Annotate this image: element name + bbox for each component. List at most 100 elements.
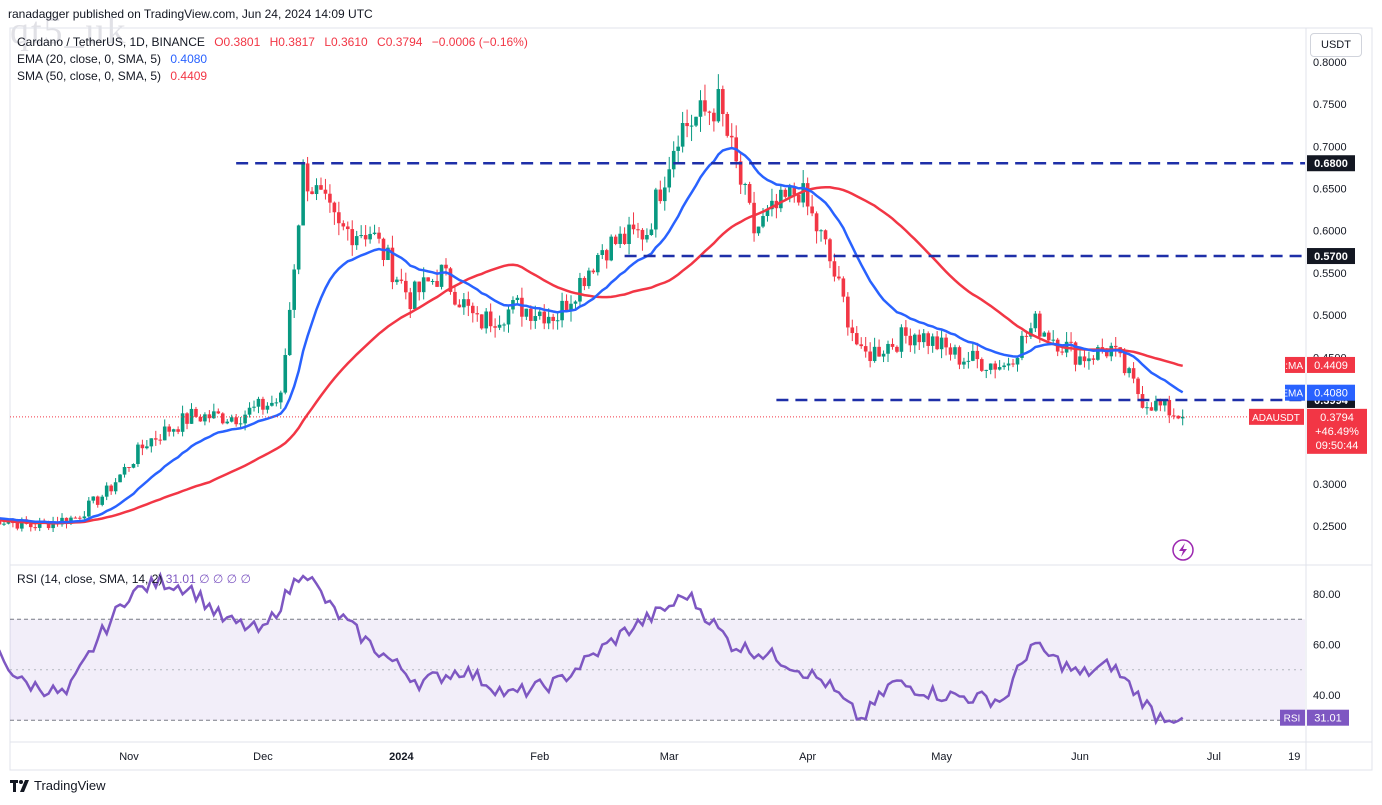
time-tick-label: 19 bbox=[1288, 751, 1300, 763]
level-price-tag bbox=[1307, 155, 1355, 172]
candle-body bbox=[372, 232, 377, 234]
candle-body bbox=[287, 309, 292, 356]
candle-body bbox=[310, 191, 314, 195]
candle-body bbox=[578, 277, 582, 302]
candle-body bbox=[823, 230, 828, 240]
candle-body bbox=[109, 485, 113, 492]
rsi-legend[interactable]: RSI (14, close, SMA, 14, 2) 31.01 ∅ ∅ ∅ … bbox=[17, 572, 251, 586]
candle-body bbox=[529, 308, 533, 321]
rsi-line[interactable] bbox=[0, 571, 1184, 726]
ohlc-change: −0.0006 (−0.16%) bbox=[431, 35, 528, 49]
time-tick-label: Dec bbox=[253, 751, 273, 763]
candle-body bbox=[537, 311, 542, 317]
candle-body bbox=[283, 355, 288, 393]
price-tick-label: 0.8000 bbox=[1313, 57, 1347, 69]
candle-body bbox=[140, 444, 145, 449]
candle-body bbox=[1158, 400, 1163, 406]
candle-body bbox=[573, 301, 578, 304]
ohlc-close: C0.3794 bbox=[377, 35, 423, 49]
candle-body bbox=[743, 184, 747, 186]
candle-body bbox=[466, 299, 471, 306]
candle-body bbox=[314, 185, 319, 195]
candle-body bbox=[100, 496, 105, 505]
candle-body bbox=[1136, 378, 1140, 395]
candle-body bbox=[805, 183, 810, 207]
candle-body bbox=[863, 346, 868, 352]
lightning-bolt-icon bbox=[1179, 543, 1187, 557]
ema-value: 0.4080 bbox=[170, 52, 208, 66]
candle-body bbox=[1145, 407, 1149, 409]
candle-body bbox=[1082, 356, 1087, 362]
candle-body bbox=[846, 296, 850, 328]
level-price-label: 0.5700 bbox=[1314, 251, 1348, 263]
overlay-value-label: 0.4409 bbox=[1314, 360, 1348, 372]
candle-body bbox=[582, 277, 587, 287]
candle-body bbox=[261, 398, 265, 410]
time-tick-label: 2024 bbox=[389, 751, 414, 763]
candle-body bbox=[73, 517, 78, 519]
candle-body bbox=[439, 264, 444, 287]
candle-body bbox=[153, 438, 158, 440]
candle-body bbox=[926, 333, 930, 346]
candle-body bbox=[828, 239, 832, 262]
candle-body bbox=[662, 187, 667, 202]
candle-body bbox=[332, 202, 337, 213]
candle-body bbox=[1176, 415, 1181, 419]
candle-body bbox=[698, 100, 703, 117]
candle-body bbox=[131, 464, 136, 468]
candle-body bbox=[654, 189, 658, 230]
candle-body bbox=[658, 189, 663, 202]
candle-body bbox=[707, 111, 712, 113]
candle-body bbox=[1033, 313, 1038, 329]
candle-body bbox=[881, 353, 886, 357]
candle-body bbox=[930, 336, 935, 346]
candle-body bbox=[475, 313, 480, 315]
candle-body bbox=[1002, 365, 1006, 368]
candle-body bbox=[37, 520, 42, 528]
rsi-band bbox=[10, 619, 1305, 721]
candle-body bbox=[265, 405, 270, 410]
candle-body bbox=[694, 116, 698, 126]
candle-body bbox=[2, 523, 6, 525]
candle-body bbox=[533, 316, 538, 321]
candle-body bbox=[1113, 345, 1118, 348]
symbol-tag-label: ADAUSDT bbox=[1252, 413, 1300, 424]
symbol-legend[interactable]: Cardano / TetherUS, 1D, BINANCE O0.3801 … bbox=[17, 35, 534, 49]
candle-body bbox=[520, 297, 524, 317]
candle-body bbox=[609, 236, 613, 261]
time-tick-label: Apr bbox=[799, 751, 816, 763]
candle-body bbox=[761, 216, 765, 227]
tradingview-logo[interactable]: TradingView bbox=[10, 778, 106, 793]
candle-body bbox=[613, 236, 618, 244]
candle-body bbox=[28, 523, 33, 528]
candle-body bbox=[180, 413, 185, 432]
price-tick-label: 0.7000 bbox=[1313, 141, 1347, 153]
candle-body bbox=[738, 161, 743, 185]
currency-button[interactable]: USDT bbox=[1310, 33, 1362, 57]
candle-body bbox=[1020, 335, 1024, 358]
candle-body bbox=[444, 264, 448, 269]
candle-body bbox=[600, 250, 605, 255]
sma-line[interactable] bbox=[0, 186, 1183, 525]
candle-body bbox=[395, 279, 399, 283]
candle-body bbox=[765, 209, 770, 217]
candle-body bbox=[783, 189, 788, 197]
candle-body bbox=[1011, 363, 1015, 365]
candle-body bbox=[497, 324, 502, 328]
ema-legend[interactable]: EMA (20, close, 0, SMA, 5) 0.4080 bbox=[17, 52, 213, 66]
candle-body bbox=[676, 146, 680, 151]
candle-body bbox=[430, 280, 435, 282]
candle-body bbox=[890, 343, 895, 347]
candle-body bbox=[555, 320, 560, 322]
candle-body bbox=[524, 308, 529, 317]
candle-body bbox=[1163, 399, 1167, 406]
candle-body bbox=[859, 344, 864, 347]
candle-body bbox=[270, 402, 274, 406]
candle-body bbox=[680, 123, 685, 147]
ema-line[interactable] bbox=[0, 146, 1184, 524]
candle-body bbox=[453, 291, 457, 305]
candle-body bbox=[95, 496, 100, 505]
ohlc-low: L0.3610 bbox=[324, 35, 368, 49]
sma-legend[interactable]: SMA (50, close, 0, SMA, 5) 0.4409 bbox=[17, 69, 213, 83]
